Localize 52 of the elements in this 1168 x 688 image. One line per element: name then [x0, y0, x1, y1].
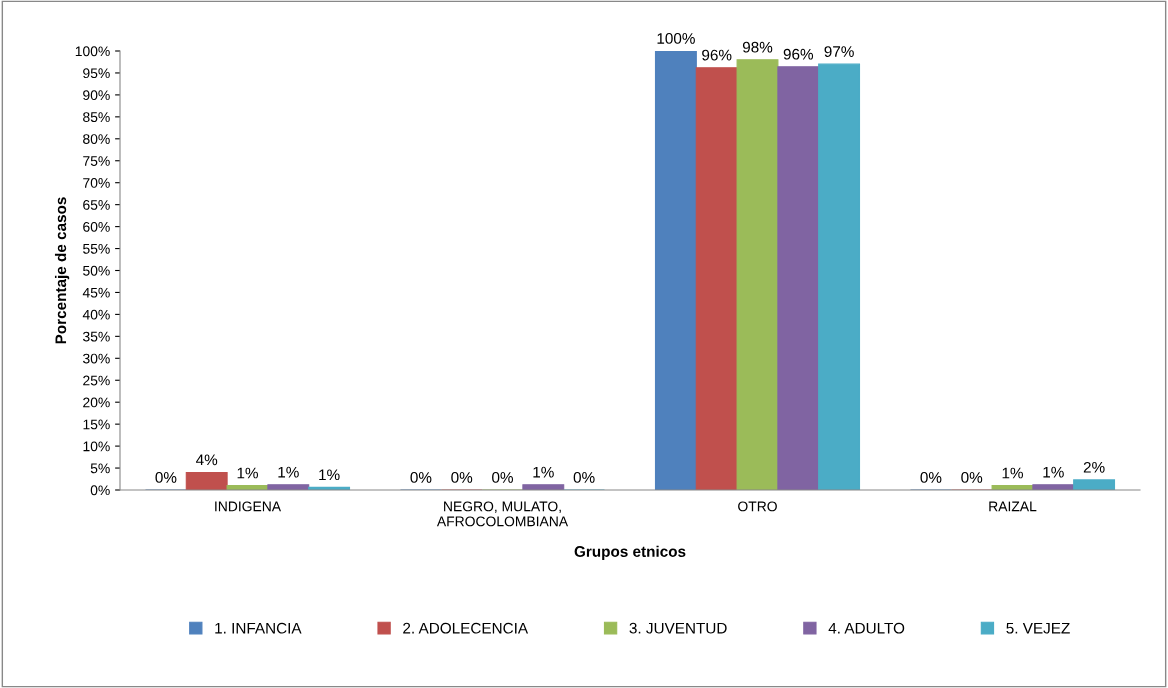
- x-axis-title: Grupos etnicos: [574, 545, 686, 560]
- data-label: 97%: [824, 46, 854, 57]
- x-tick-label: NEGRO, MULATO, AFROCOLOMBIANA: [436, 501, 569, 527]
- y-tick-label: 10%: [83, 441, 110, 452]
- data-label: 2%: [1083, 461, 1105, 473]
- y-tick-label: 95%: [83, 68, 110, 79]
- data-label: 1%: [237, 467, 258, 479]
- x-tick-label: RAIZAL: [989, 501, 1037, 512]
- legend-label: 1. INFANCIA: [215, 622, 302, 634]
- x-tick-label: OTRO: [738, 501, 777, 512]
- x-tick-label: INDIGENA: [215, 501, 282, 512]
- y-axis-title: Porcentaje de casos: [54, 197, 70, 344]
- data-label: 4%: [196, 454, 218, 466]
- y-tick-label: 75%: [83, 156, 110, 166]
- data-label: 1%: [1043, 466, 1064, 478]
- data-label: 96%: [783, 48, 814, 60]
- y-tick-label: 15%: [83, 419, 110, 430]
- data-label: 0%: [451, 471, 473, 483]
- y-tick-label: 100%: [75, 46, 110, 57]
- legend-label: 4. ADULTO: [828, 622, 905, 634]
- data-label: 0%: [410, 471, 432, 483]
- y-tick-label: 35%: [83, 331, 110, 342]
- data-label: 1%: [533, 466, 554, 478]
- y-tick-label: 0%: [90, 485, 110, 496]
- data-label: 0%: [492, 471, 513, 483]
- y-tick-label: 20%: [83, 397, 110, 408]
- data-label: 1%: [1002, 467, 1023, 479]
- y-tick-label: 65%: [83, 199, 110, 210]
- legend-label: 2. ADOLECENCIA: [403, 622, 529, 634]
- y-tick-label: 45%: [82, 287, 110, 298]
- y-tick-label: 30%: [83, 353, 110, 364]
- y-tick-label: 60%: [83, 221, 110, 232]
- y-tick-label: 5%: [90, 463, 110, 474]
- data-label: 0%: [155, 471, 177, 483]
- y-tick-label: 50%: [83, 265, 110, 276]
- data-label: 1%: [278, 466, 299, 478]
- data-label: 0%: [573, 471, 595, 483]
- data-label: 98%: [742, 41, 773, 53]
- data-label: 1%: [319, 469, 340, 481]
- data-label: 96%: [702, 49, 732, 61]
- y-tick-label: 70%: [83, 178, 110, 188]
- legend-label: 3. JUVENTUD: [629, 622, 727, 634]
- y-tick-label: 85%: [83, 112, 110, 123]
- y-tick-label: 25%: [83, 375, 110, 386]
- y-tick-label: 40%: [82, 309, 110, 320]
- y-tick-label: 80%: [83, 134, 110, 144]
- legend-label: 5. VEJEZ: [1006, 622, 1070, 634]
- data-label: 0%: [920, 471, 942, 483]
- y-tick-label: 55%: [83, 243, 110, 254]
- y-tick-label: 90%: [83, 90, 110, 101]
- data-label: 0%: [961, 471, 983, 483]
- data-label: 100%: [657, 33, 695, 44]
